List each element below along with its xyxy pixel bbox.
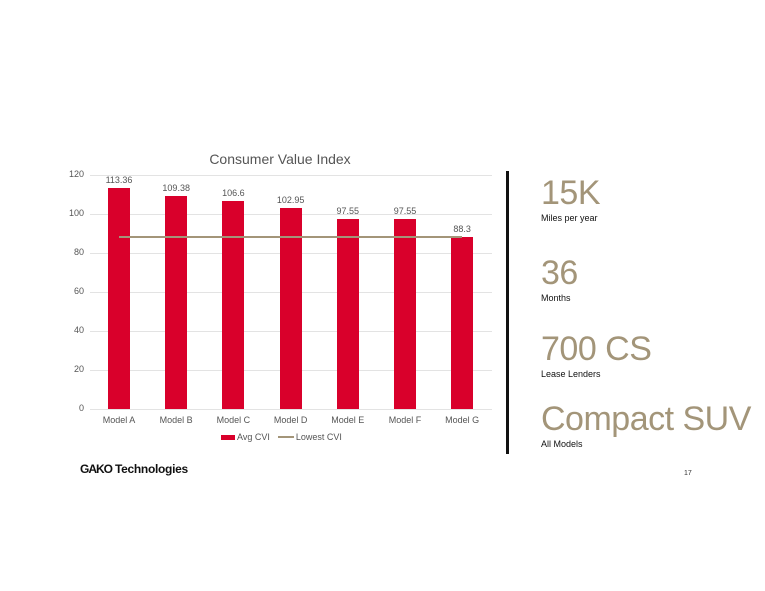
x-axis-tick-label: Model F [388, 415, 422, 425]
y-axis-tick-label: 100 [68, 208, 84, 218]
legend-label: Avg CVI [237, 432, 270, 442]
x-axis-tick-label: Model A [102, 415, 136, 425]
bar-model-f [394, 218, 416, 409]
x-axis-tick-label: Model C [216, 415, 251, 425]
data-label: 106.6 [222, 188, 245, 199]
page-number: 17 [684, 470, 692, 477]
stat-caption: Months [541, 293, 571, 303]
data-label: 97.55 [336, 205, 360, 216]
lowest-cvi-line [119, 235, 463, 238]
y-axis-tick-label: 60 [73, 286, 84, 296]
stat-value: 15K [541, 174, 601, 212]
data-label: 102.95 [276, 195, 305, 206]
company-logo: GAKO Technologies [80, 462, 188, 476]
y-axis-tick-label: 40 [73, 325, 84, 335]
stat-lenders: 700 CS Lease Lenders [541, 330, 652, 379]
data-label: 109.38 [162, 182, 190, 193]
x-axis-tick-label: Model D [273, 415, 308, 425]
legend-item-avg-cvi: Avg CVI [221, 432, 270, 442]
stat-value: 36 [541, 254, 578, 292]
x-axis-tick-label: Model G [445, 415, 480, 425]
chart-title: Consumer Value Index [209, 151, 351, 167]
x-axis-tick-label: Model E [331, 415, 365, 425]
stat-miles: 15K Miles per year [541, 174, 601, 223]
legend-swatch-line [277, 436, 294, 438]
bar-model-e [336, 218, 359, 409]
y-axis-tick-label: 0 [78, 403, 84, 413]
legend-swatch-bar [221, 434, 235, 440]
data-label: 97.55 [393, 205, 417, 216]
gridline [90, 409, 492, 410]
data-label: 113.36 [105, 174, 133, 185]
stat-value: Compact SUV [541, 400, 751, 438]
stat-caption: All Models [541, 439, 583, 449]
bar-model-b [165, 195, 188, 409]
vertical-divider [506, 171, 509, 454]
data-label: 88.3 [453, 223, 471, 234]
stat-months: 36 Months [541, 256, 578, 303]
stat-caption: Lease Lenders [541, 369, 601, 379]
gridline [90, 175, 492, 176]
bar-model-g [451, 236, 474, 409]
chart-legend: Avg CVI Lowest CVI [221, 432, 350, 442]
y-axis-tick-label: 80 [73, 247, 84, 257]
legend-label: Lowest CVI [295, 432, 342, 442]
legend-item-lowest-cvi: Lowest CVI [277, 432, 342, 442]
bar-model-a [108, 187, 130, 409]
y-axis-tick-label: 20 [73, 364, 84, 374]
stat-segment: Compact SUV All Models [541, 402, 751, 449]
y-axis-tick-label: 120 [68, 169, 84, 179]
stat-value: 700 CS [541, 330, 652, 368]
x-axis-tick-label: Model B [159, 415, 193, 425]
stat-caption: Miles per year [541, 213, 598, 223]
logo-text: Technologies [115, 462, 188, 476]
logo-mark: GAKO [80, 462, 113, 476]
bar-model-d [279, 208, 302, 409]
bar-model-c [222, 201, 245, 409]
